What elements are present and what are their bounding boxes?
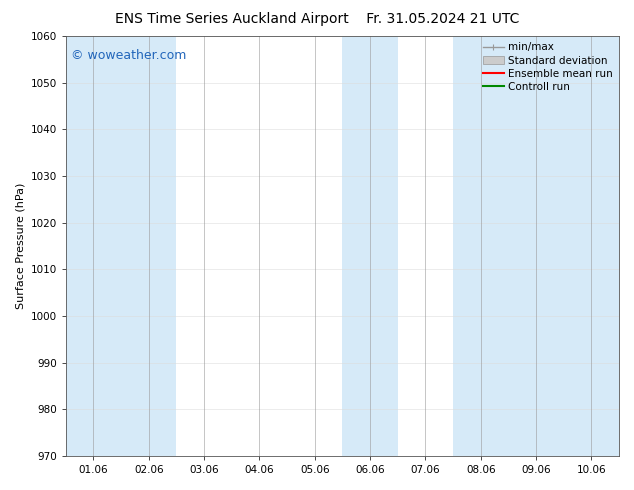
- Bar: [121, 36, 176, 456]
- Legend: min/max, Standard deviation, Ensemble mean run, Controll run: min/max, Standard deviation, Ensemble me…: [479, 38, 617, 96]
- Y-axis label: Surface Pressure (hPa): Surface Pressure (hPa): [15, 183, 25, 309]
- Bar: [66, 36, 121, 456]
- Bar: [508, 36, 564, 456]
- Bar: [342, 36, 398, 456]
- Text: © woweather.com: © woweather.com: [72, 49, 187, 62]
- Bar: [564, 36, 619, 456]
- Bar: [453, 36, 508, 456]
- Text: ENS Time Series Auckland Airport    Fr. 31.05.2024 21 UTC: ENS Time Series Auckland Airport Fr. 31.…: [115, 12, 519, 26]
